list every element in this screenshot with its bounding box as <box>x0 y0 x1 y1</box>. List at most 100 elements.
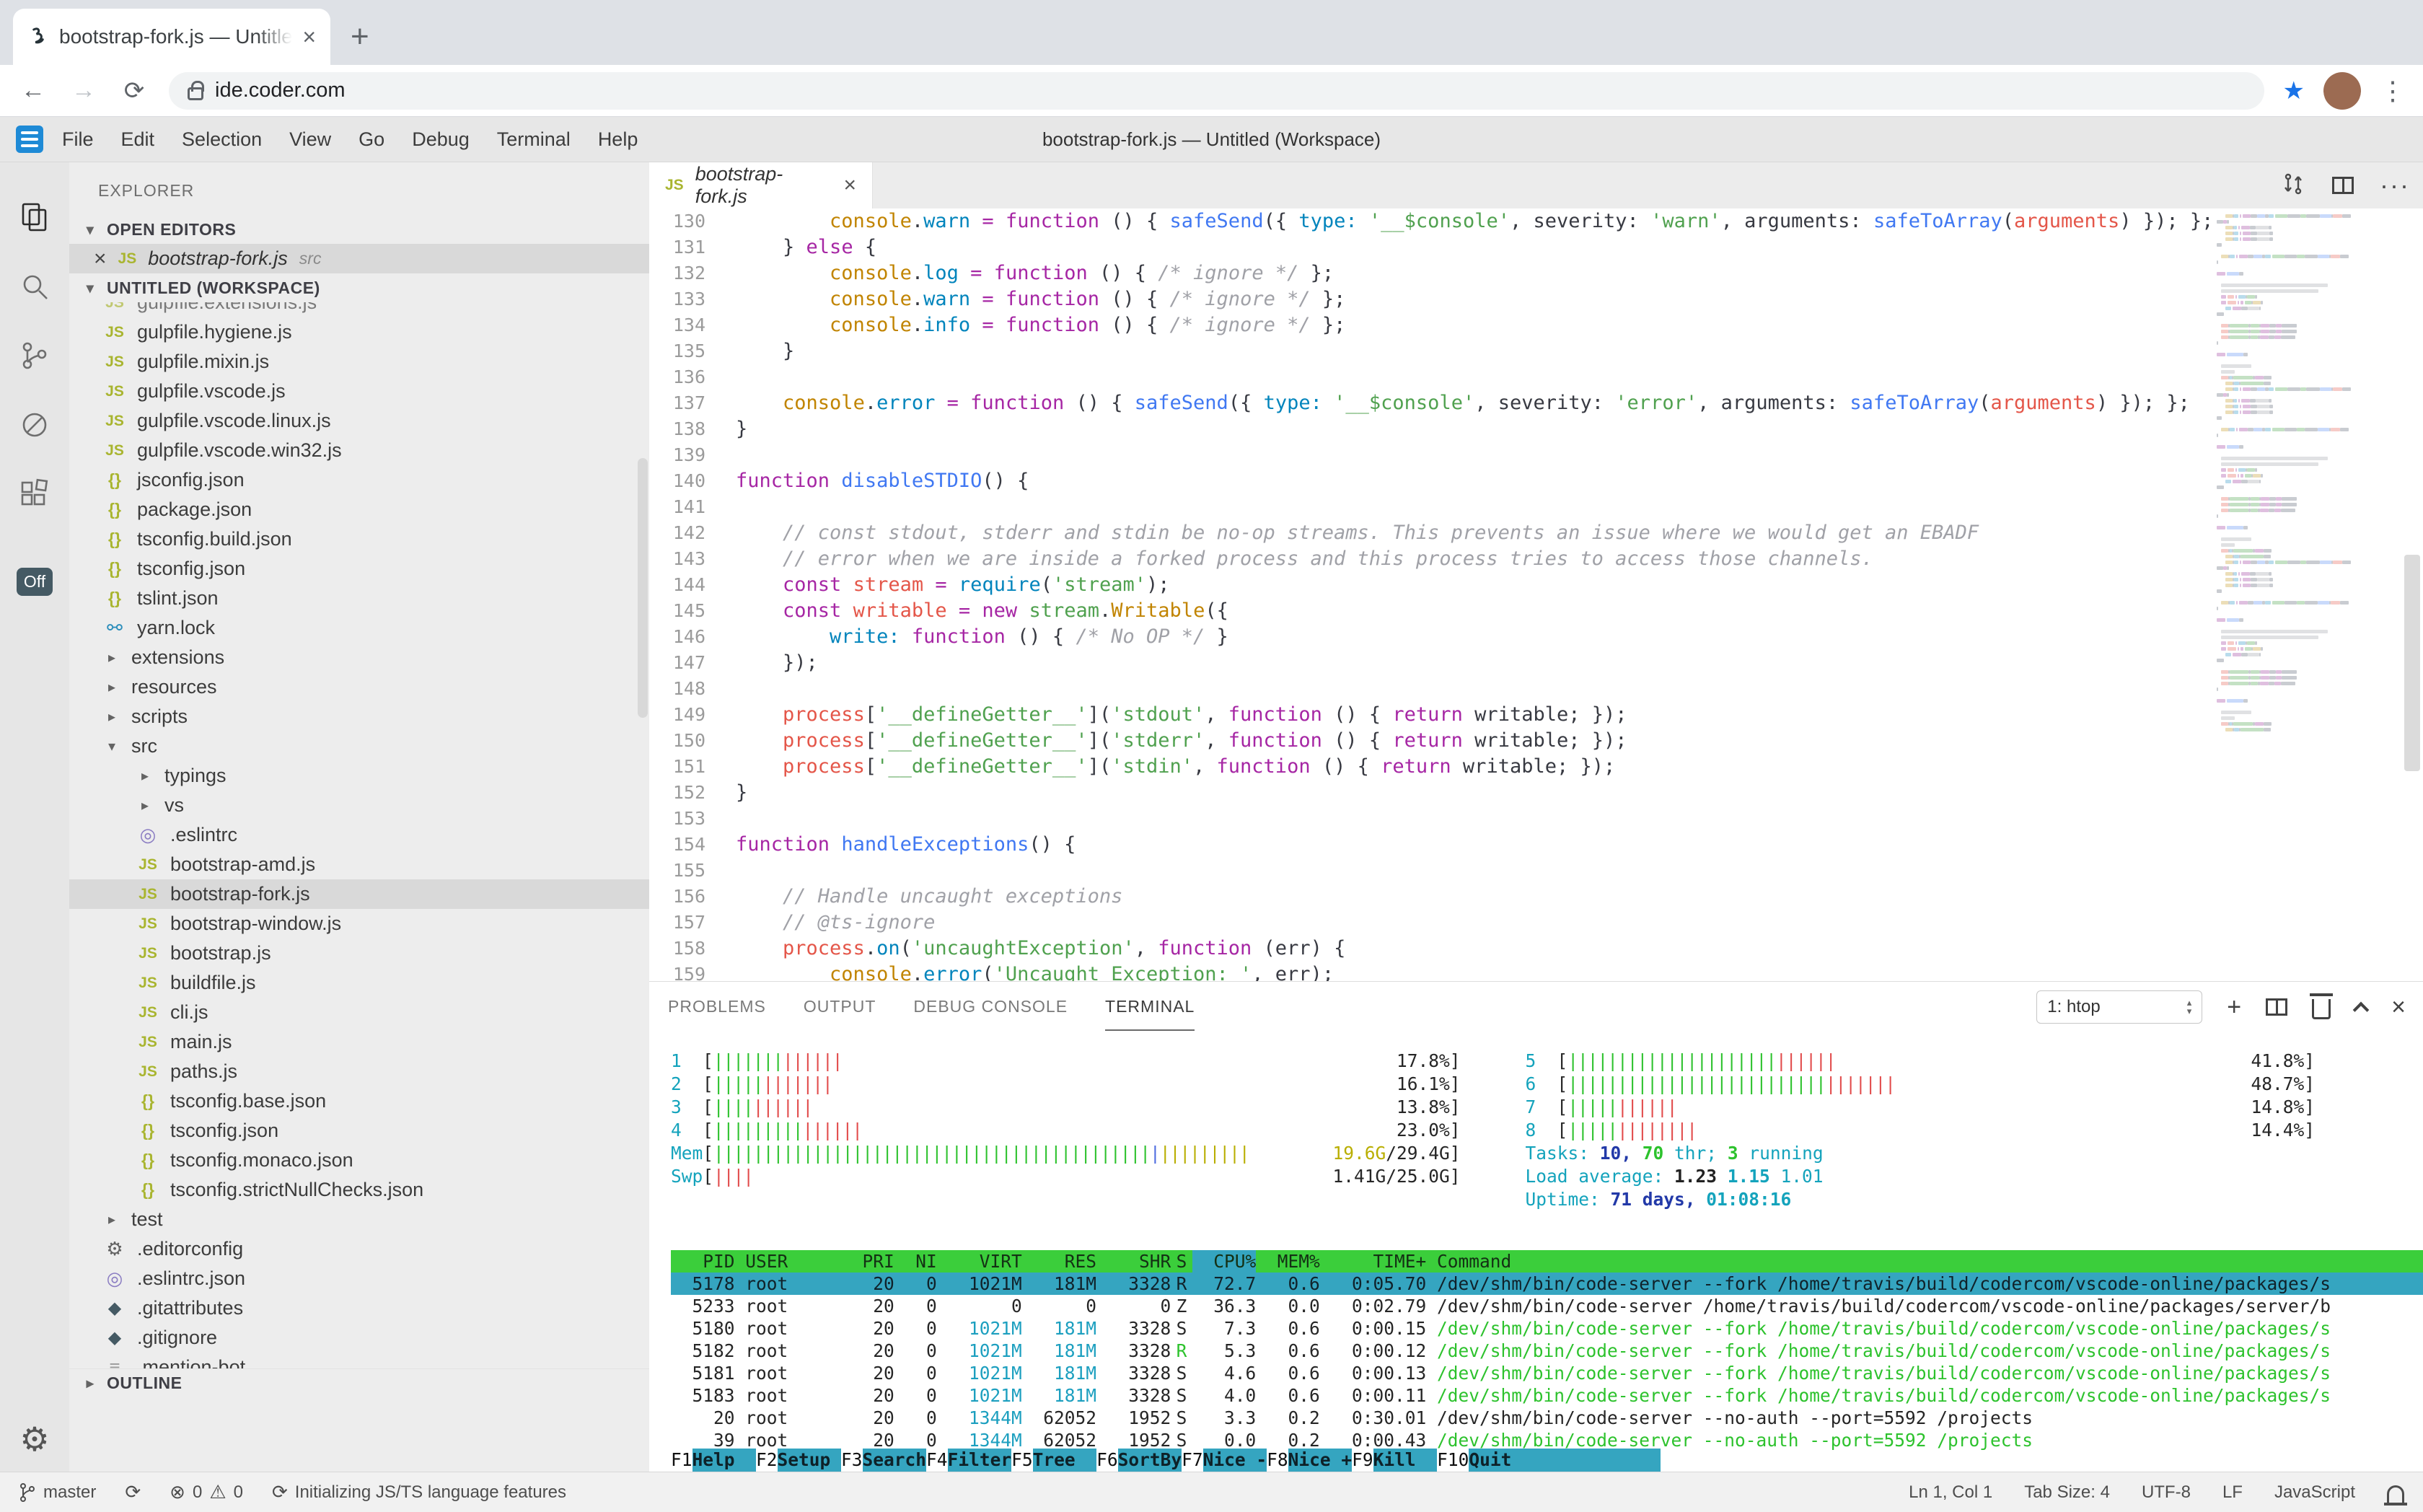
status-item-utf-8[interactable]: UTF-8 <box>2141 1482 2191 1502</box>
panel-tab-problems[interactable]: PROBLEMS <box>668 996 766 1016</box>
notifications-item[interactable] <box>2384 1482 2407 1506</box>
tree-item-src[interactable]: ▾ src <box>69 731 649 761</box>
status-item-ln-1-col-1[interactable]: Ln 1, Col 1 <box>1909 1482 1993 1502</box>
code-line-137[interactable]: 137 console.error = function () { safeSe… <box>649 390 2423 416</box>
code-line-142[interactable]: 142 // const stdout, stderr and stdin be… <box>649 520 2423 546</box>
tree-item-gulpfile.vscode.win32.js[interactable]: JS gulpfile.vscode.win32.js <box>69 436 649 465</box>
menu-item-edit[interactable]: Edit <box>120 128 155 150</box>
split-editor-icon[interactable] <box>2332 177 2354 194</box>
tree-item-.mention-bot[interactable]: ≡ .mention-bot <box>69 1353 649 1368</box>
code-line-153[interactable]: 153 <box>649 806 2423 832</box>
tree-item-.gitignore[interactable]: ◆ .gitignore <box>69 1323 649 1353</box>
code-line-155[interactable]: 155 <box>649 858 2423 884</box>
menu-item-view[interactable]: View <box>289 128 332 150</box>
tree-item-tsconfig.base.json[interactable]: {} tsconfig.base.json <box>69 1086 649 1116</box>
tree-item-.editorconfig[interactable]: ⚙ .editorconfig <box>69 1234 649 1264</box>
tree-item-jsconfig.json[interactable]: {} jsconfig.json <box>69 465 649 495</box>
tree-item-tsconfig.build.json[interactable]: {} tsconfig.build.json <box>69 524 649 554</box>
code-line-149[interactable]: 149 process['__defineGetter__']('stdout'… <box>649 702 2423 728</box>
new-terminal-icon[interactable]: + <box>2227 993 2242 1021</box>
tree-item-.eslintrc[interactable]: ◎ .eslintrc <box>69 820 649 850</box>
tree-item-main.js[interactable]: JS main.js <box>69 1027 649 1057</box>
sync-item[interactable]: ⟳ <box>125 1481 141 1503</box>
tree-item-bootstrap-amd.js[interactable]: JS bootstrap-amd.js <box>69 850 649 879</box>
tree-item-package.json[interactable]: {} package.json <box>69 495 649 524</box>
tab-close-icon[interactable]: × <box>302 24 316 50</box>
tree-item-gulpfile.mixin.js[interactable]: JS gulpfile.mixin.js <box>69 347 649 377</box>
tree-item-yarn.lock[interactable]: ⚯ yarn.lock <box>69 613 649 643</box>
reload-icon[interactable]: ⟳ <box>123 76 145 105</box>
tree-item-resources[interactable]: ▸ resources <box>69 672 649 702</box>
tree-item-extensions[interactable]: ▸ extensions <box>69 643 649 672</box>
maximize-panel-icon[interactable] <box>2352 1001 2370 1019</box>
menu-item-go[interactable]: Go <box>359 128 385 150</box>
tree-item-gulpfile.extensions.js[interactable]: JS gulpfile.extensions.js <box>69 302 649 317</box>
tree-item-tsconfig.json[interactable]: {} tsconfig.json <box>69 554 649 584</box>
tree-item-typings[interactable]: ▸ typings <box>69 761 649 791</box>
debug-disabled-icon[interactable] <box>0 390 69 460</box>
code-line-141[interactable]: 141 <box>649 494 2423 520</box>
kill-terminal-icon[interactable] <box>2310 993 2334 1019</box>
code-line-139[interactable]: 139 <box>649 442 2423 468</box>
tree-item-bootstrap.js[interactable]: JS bootstrap.js <box>69 939 649 968</box>
tree-item-scripts[interactable]: ▸ scripts <box>69 702 649 731</box>
code-line-145[interactable]: 145 const writable = new stream.Writable… <box>649 598 2423 624</box>
avatar[interactable] <box>2323 71 2361 110</box>
code-line-156[interactable]: 156 // Handle uncaught exceptions <box>649 884 2423 910</box>
git-branch-item[interactable]: master <box>19 1482 96 1503</box>
code-line-147[interactable]: 147 }); <box>649 650 2423 676</box>
menu-item-selection[interactable]: Selection <box>182 128 263 150</box>
tree-item-bootstrap-fork.js[interactable]: JS bootstrap-fork.js <box>69 879 649 909</box>
status-item-lf[interactable]: LF <box>2222 1482 2243 1502</box>
menu-item-help[interactable]: Help <box>597 128 638 150</box>
panel-tab-debug-console[interactable]: DEBUG CONSOLE <box>913 996 1068 1016</box>
sync-editors-icon[interactable] <box>2280 171 2306 201</box>
code-line-150[interactable]: 150 process['__defineGetter__']('stderr'… <box>649 728 2423 754</box>
explorer-icon[interactable] <box>0 183 69 252</box>
split-terminal-icon[interactable] <box>2266 998 2288 1016</box>
code-line-144[interactable]: 144 const stream = require('stream'); <box>649 572 2423 598</box>
open-editors-header[interactable]: ▾ OPEN EDITORS <box>69 215 649 244</box>
tree-item-tsconfig.strictNullChecks.json[interactable]: {} tsconfig.strictNullChecks.json <box>69 1175 649 1205</box>
menu-item-debug[interactable]: Debug <box>412 128 470 150</box>
panel-tab-terminal[interactable]: TERMINAL <box>1105 984 1195 1031</box>
tree-item-tslint.json[interactable]: {} tslint.json <box>69 584 649 613</box>
close-editor-icon[interactable]: × <box>94 246 107 271</box>
terminal[interactable]: 1[||||||||||||| 17.8%] 2[|||||||||||| 16.1%… <box>649 1032 2423 1472</box>
address-bar[interactable]: ide.coder.com <box>169 71 2264 110</box>
app-logo-icon[interactable] <box>16 126 43 153</box>
code-line-135[interactable]: 135 } <box>649 338 2423 364</box>
terminal-select[interactable]: 1: htop ▴ ▾ <box>2036 990 2203 1024</box>
menu-item-file[interactable]: File <box>62 128 94 150</box>
code-editor[interactable]: 130 console.warn = function () { safeSen… <box>649 208 2423 981</box>
menu-item-terminal[interactable]: Terminal <box>496 128 571 150</box>
browser-tab[interactable]: bootstrap-fork.js — Untitled (W × <box>13 9 330 65</box>
minimap[interactable] <box>2217 214 2397 734</box>
code-line-159[interactable]: 159 console.error('Uncaught Exception: '… <box>649 962 2423 981</box>
status-item-tab-size-4[interactable]: Tab Size: 4 <box>2024 1482 2110 1502</box>
code-line-136[interactable]: 136 <box>649 364 2423 390</box>
code-line-134[interactable]: 134 console.info = function () { /* igno… <box>649 312 2423 338</box>
tree-item-gulpfile.vscode.linux.js[interactable]: JS gulpfile.vscode.linux.js <box>69 406 649 436</box>
code-line-146[interactable]: 146 write: function () { /* No OP */ } <box>649 624 2423 650</box>
tree-item-bootstrap-window.js[interactable]: JS bootstrap-window.js <box>69 909 649 939</box>
tree-item-vs[interactable]: ▸ vs <box>69 791 649 820</box>
code-line-130[interactable]: 130 console.warn = function () { safeSen… <box>649 208 2423 234</box>
more-actions-icon[interactable]: ··· <box>2380 170 2410 200</box>
tree-item-gulpfile.hygiene.js[interactable]: JS gulpfile.hygiene.js <box>69 317 649 347</box>
code-line-140[interactable]: 140 function disableSTDIO() { <box>649 468 2423 494</box>
code-line-151[interactable]: 151 process['__defineGetter__']('stdin',… <box>649 754 2423 780</box>
problems-item[interactable]: ⊗ 0 ⚠ 0 <box>170 1481 243 1503</box>
tree-item-.gitattributes[interactable]: ◆ .gitattributes <box>69 1293 649 1323</box>
tree-item-test[interactable]: ▸ test <box>69 1205 649 1234</box>
editor-tab-close-icon[interactable]: × <box>843 173 856 197</box>
tree-item-buildfile.js[interactable]: JS buildfile.js <box>69 968 649 998</box>
open-editor-item[interactable]: × JS bootstrap-fork.js src <box>69 244 649 273</box>
code-line-131[interactable]: 131 } else { <box>649 234 2423 260</box>
status-item-javascript[interactable]: JavaScript <box>2274 1482 2355 1502</box>
outline-header[interactable]: ▸ OUTLINE <box>69 1368 649 1397</box>
code-line-157[interactable]: 157 // @ts-ignore <box>649 910 2423 936</box>
new-tab-button[interactable]: + <box>351 19 369 54</box>
editor-tab[interactable]: JS bootstrap-fork.js × <box>649 162 873 208</box>
code-line-154[interactable]: 154 function handleExceptions() { <box>649 832 2423 858</box>
